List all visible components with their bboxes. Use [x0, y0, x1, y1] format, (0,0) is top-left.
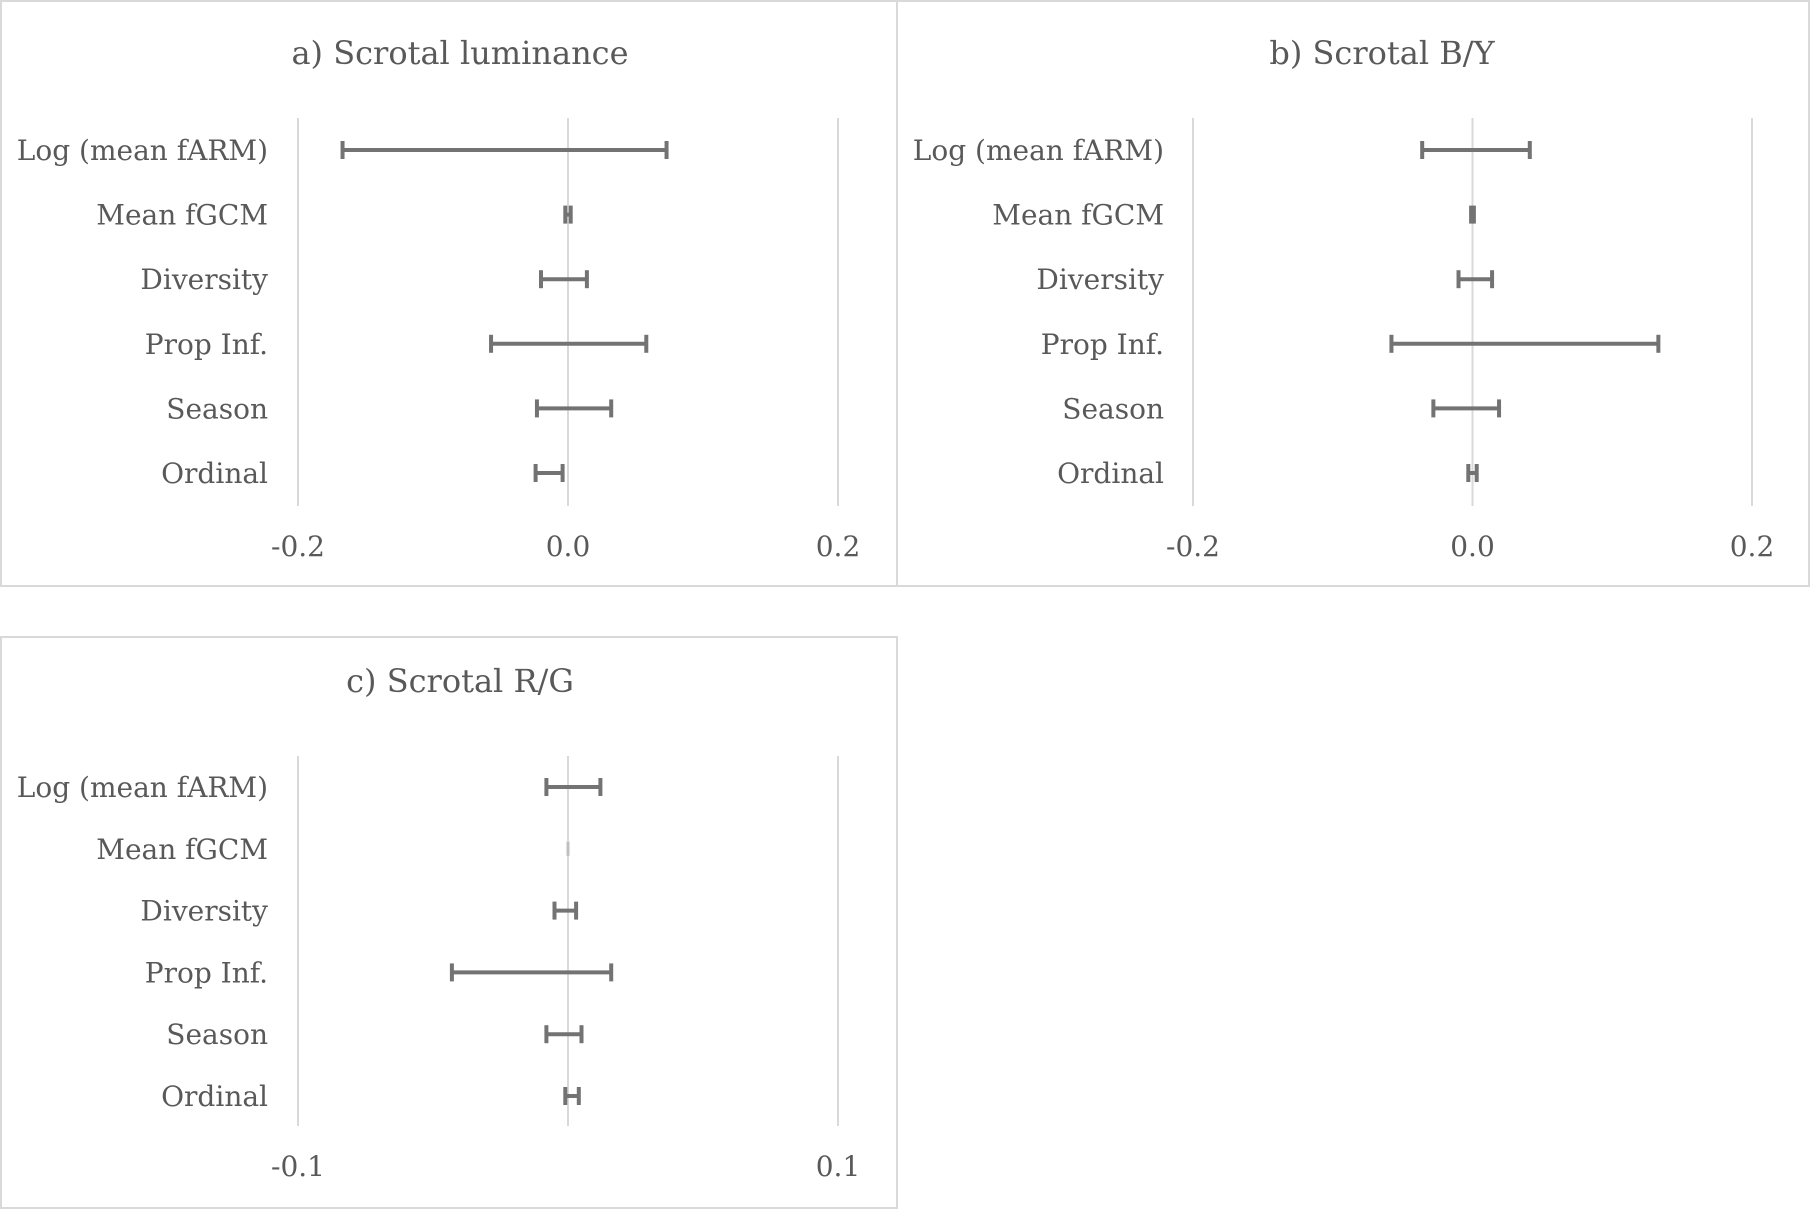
- x-tick-label: -0.1: [271, 1150, 325, 1183]
- category-label: Mean fGCM: [96, 199, 268, 232]
- x-tick-label: 0.1: [816, 1150, 861, 1183]
- category-label: Diversity: [1036, 263, 1164, 296]
- chart-panel-b: b) Scrotal B/Y -0.2 0.0 0.2 Log (mean fARM) M…: [896, 0, 1810, 587]
- category-label: Ordinal: [161, 457, 268, 490]
- chart-panel-c: c) Scrotal R/G -0.1 0.1 Log (mean fARM) Mean…: [0, 636, 898, 1209]
- category-label: Mean fGCM: [96, 833, 268, 866]
- category-label: Log (mean fARM): [913, 134, 1164, 167]
- category-label: Prop Inf.: [1041, 328, 1164, 361]
- category-label: Prop Inf.: [145, 956, 268, 989]
- category-label: Season: [166, 392, 268, 425]
- category-label: Log (mean fARM): [17, 771, 268, 804]
- chart-title: a) Scrotal luminance: [291, 34, 628, 72]
- x-tick-label: 0.2: [816, 530, 861, 563]
- category-label: Prop Inf.: [145, 328, 268, 361]
- chart-panel-a: a) Scrotal luminance -0.2 0.0 0.2 Log (mean …: [0, 0, 898, 587]
- x-tick-label: 0.0: [1450, 530, 1495, 563]
- category-label: Diversity: [140, 895, 268, 928]
- chart-title: b) Scrotal B/Y: [1269, 34, 1495, 72]
- category-label: Season: [1062, 392, 1164, 425]
- x-tick-label: -0.2: [271, 530, 325, 563]
- chart-svg-b: b) Scrotal B/Y -0.2 0.0 0.2 Log (mean fARM) M…: [913, 34, 1775, 563]
- category-label: Diversity: [140, 263, 268, 296]
- chart-title: c) Scrotal R/G: [346, 662, 574, 700]
- x-tick-label: 0.0: [546, 530, 591, 563]
- category-label: Log (mean fARM): [17, 134, 268, 167]
- x-tick-label: -0.2: [1166, 530, 1220, 563]
- category-label: Mean fGCM: [992, 199, 1164, 232]
- chart-svg-c: c) Scrotal R/G -0.1 0.1 Log (mean fARM) Mean…: [17, 662, 861, 1183]
- category-label: Ordinal: [1057, 457, 1164, 490]
- category-label: Season: [166, 1018, 268, 1051]
- category-label: Ordinal: [161, 1080, 268, 1113]
- chart-svg-a: a) Scrotal luminance -0.2 0.0 0.2 Log (mean …: [17, 34, 861, 563]
- x-tick-label: 0.2: [1730, 530, 1775, 563]
